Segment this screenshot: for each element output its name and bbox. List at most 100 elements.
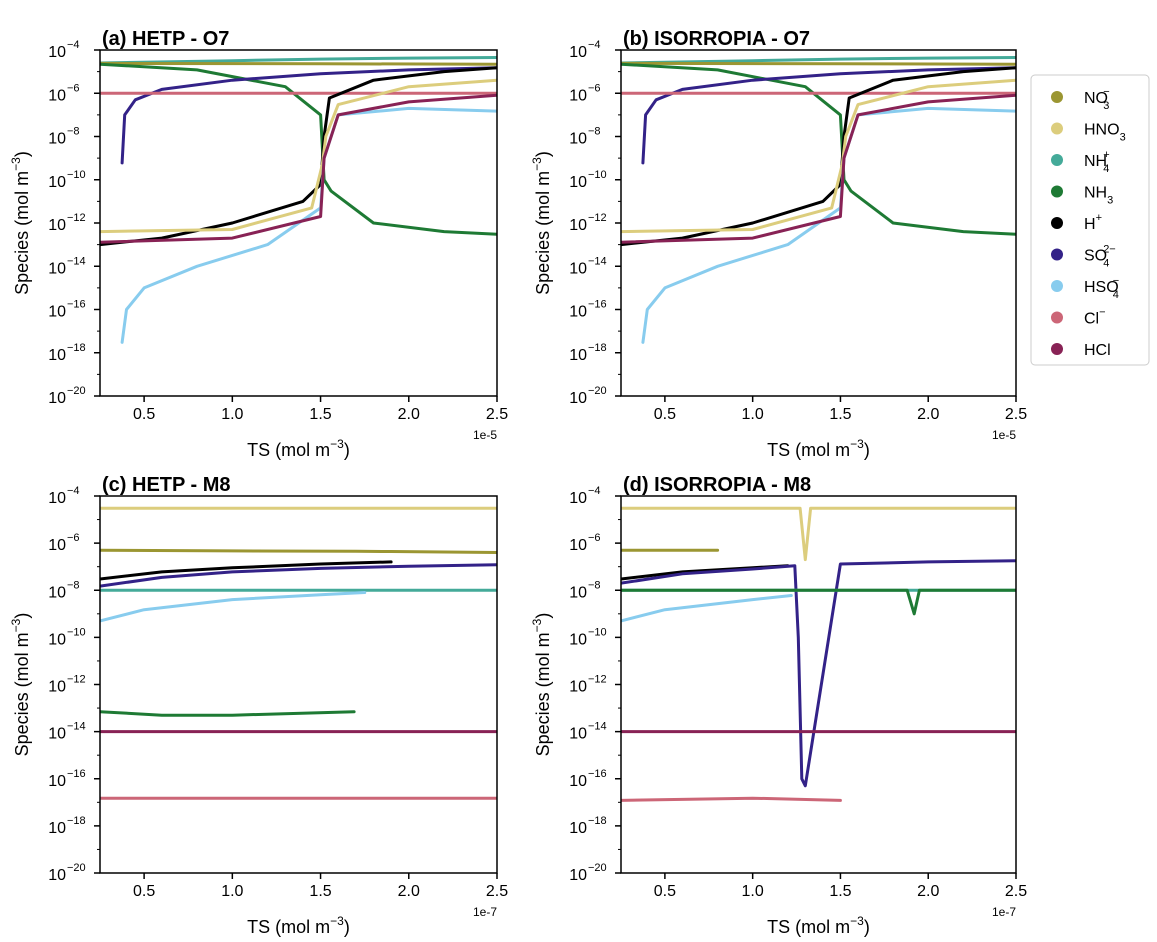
x-tick-label: 2.0 bbox=[398, 406, 420, 423]
y-tick-label: 10 bbox=[48, 260, 66, 277]
y-tick-exponent: −12 bbox=[67, 212, 86, 224]
y-tick-exponent: −14 bbox=[67, 721, 86, 733]
y-tick-exponent: −20 bbox=[588, 862, 607, 874]
y-tick-exponent: −14 bbox=[588, 255, 607, 267]
y-tick-label: 10 bbox=[569, 537, 587, 554]
y-tick-label: 10 bbox=[569, 304, 587, 321]
x-tick-label: 2.5 bbox=[1005, 406, 1027, 423]
y-tick-label: 10 bbox=[569, 347, 587, 364]
legend-label: NH4+ bbox=[1084, 149, 1110, 175]
y-tick-exponent: −16 bbox=[588, 768, 607, 780]
y-tick-label: 10 bbox=[569, 44, 587, 61]
x-tick-label: 2.0 bbox=[398, 883, 420, 900]
legend-marker bbox=[1051, 280, 1063, 292]
legend-marker bbox=[1051, 248, 1063, 261]
y-tick-exponent: −4 bbox=[588, 39, 601, 51]
y-tick-label: 10 bbox=[48, 490, 66, 507]
y-tick-exponent: −10 bbox=[588, 626, 607, 638]
x-axis-label: TS (mol m−3) bbox=[247, 914, 350, 937]
legend-label: SO42− bbox=[1084, 244, 1116, 270]
y-tick-exponent: −12 bbox=[588, 212, 607, 224]
legend-marker bbox=[1051, 154, 1063, 166]
series-hcl bbox=[621, 93, 1016, 244]
y-tick-label: 10 bbox=[569, 490, 587, 507]
y-tick-exponent: −10 bbox=[67, 626, 86, 638]
y-tick-exponent: −6 bbox=[67, 82, 80, 94]
series-hno3 bbox=[621, 506, 1016, 562]
legend-label: HSO4− bbox=[1084, 275, 1119, 301]
x-tick-label: 1.5 bbox=[309, 883, 331, 900]
y-tick-label: 10 bbox=[48, 304, 66, 321]
x-tick-label: 2.5 bbox=[1005, 883, 1027, 900]
series-hso4- bbox=[641, 106, 1016, 344]
x-tick-label: 2.0 bbox=[917, 406, 939, 423]
series-hno3 bbox=[100, 78, 497, 234]
series-group bbox=[621, 56, 1016, 344]
x-tick-label: 1.0 bbox=[742, 883, 764, 900]
y-tick-exponent: −8 bbox=[67, 579, 80, 591]
y-tick-exponent: −4 bbox=[67, 485, 80, 497]
legend-marker bbox=[1051, 343, 1063, 355]
series-hso4- bbox=[120, 106, 497, 344]
legend-label: H+ bbox=[1084, 212, 1102, 233]
y-tick-label: 10 bbox=[48, 347, 66, 364]
x-axis-label: TS (mol m−3) bbox=[247, 437, 350, 460]
y-tick-exponent: −18 bbox=[588, 342, 607, 354]
series-so4-2- bbox=[100, 563, 497, 588]
y-tick-exponent: −18 bbox=[588, 815, 607, 827]
y-axis-label: Species (mol m−3) bbox=[9, 151, 32, 295]
y-tick-label: 10 bbox=[48, 773, 66, 790]
y-tick-exponent: −16 bbox=[67, 299, 86, 311]
y-tick-label: 10 bbox=[48, 217, 66, 234]
y-tick-exponent: −12 bbox=[67, 674, 86, 686]
legend: NO3− HNO3 NH4+ NH3 H+ SO42− HSO4− Cl− HCl bbox=[1030, 74, 1150, 366]
series-no3- bbox=[621, 61, 1016, 66]
series-hcl bbox=[100, 93, 497, 244]
series-no3- bbox=[100, 548, 497, 554]
y-tick-label: 10 bbox=[48, 131, 66, 148]
y-tick-exponent: −8 bbox=[67, 126, 80, 138]
y-tick-exponent: −4 bbox=[588, 485, 601, 497]
panel-title: (b) ISORROPIA - O7 bbox=[623, 28, 810, 50]
y-tick-label: 10 bbox=[569, 131, 587, 148]
y-tick-label: 10 bbox=[569, 174, 587, 191]
y-tick-exponent: −8 bbox=[588, 579, 601, 591]
x-tick-label: 0.5 bbox=[654, 883, 676, 900]
series-so4-2- bbox=[641, 66, 1016, 165]
y-tick-label: 10 bbox=[569, 631, 587, 648]
legend-label: NO3− bbox=[1084, 86, 1110, 112]
y-tick-label: 10 bbox=[48, 390, 66, 407]
y-tick-label: 10 bbox=[48, 174, 66, 191]
series-no3- bbox=[100, 61, 497, 66]
y-tick-label: 10 bbox=[48, 537, 66, 554]
y-tick-exponent: −6 bbox=[588, 532, 601, 544]
x-tick-label: 0.5 bbox=[133, 883, 155, 900]
y-tick-label: 10 bbox=[48, 726, 66, 743]
y-tick-exponent: −20 bbox=[67, 862, 86, 874]
y-tick-label: 10 bbox=[48, 631, 66, 648]
y-tick-exponent: −18 bbox=[67, 815, 86, 827]
x-tick-label: 2.5 bbox=[486, 883, 508, 900]
y-tick-exponent: −18 bbox=[67, 342, 86, 354]
y-tick-exponent: −10 bbox=[67, 169, 86, 181]
legend-label: HCl bbox=[1084, 342, 1111, 359]
x-axis-label: TS (mol m−3) bbox=[767, 914, 870, 937]
y-tick-exponent: −20 bbox=[67, 385, 86, 397]
legend-marker bbox=[1051, 185, 1063, 198]
x-offset-label: 1e-5 bbox=[992, 428, 1016, 442]
y-axis-label: Species (mol m−3) bbox=[530, 151, 553, 295]
x-tick-label: 0.5 bbox=[654, 406, 676, 423]
x-tick-label: 1.0 bbox=[221, 406, 243, 423]
y-tick-label: 10 bbox=[569, 773, 587, 790]
y-tick-exponent: −6 bbox=[67, 532, 80, 544]
legend-label: NH3 bbox=[1084, 185, 1113, 207]
legend-box bbox=[1030, 74, 1150, 366]
x-tick-label: 2.5 bbox=[486, 406, 508, 423]
series-group bbox=[621, 506, 1016, 802]
y-tick-exponent: −16 bbox=[588, 299, 607, 311]
